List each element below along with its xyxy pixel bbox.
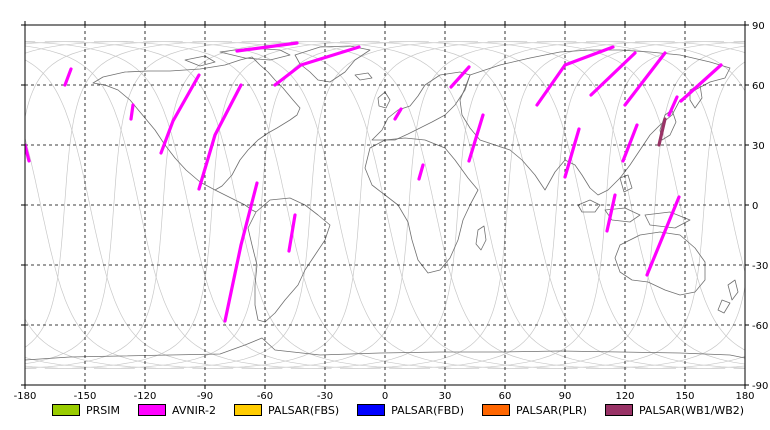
segment-avnir-2 xyxy=(645,195,681,277)
segment-avnir-2 xyxy=(449,65,471,89)
legend-swatch xyxy=(482,404,511,416)
y-tick-label: -90 xyxy=(752,381,768,392)
segment-avnir-2 xyxy=(417,163,425,181)
segment-avnir-2 xyxy=(393,107,403,121)
coast-central-america xyxy=(214,189,257,213)
orbit-track xyxy=(389,40,745,369)
segment-avnir-2 xyxy=(25,143,31,163)
segment-avnir-2 xyxy=(621,123,639,163)
y-tick-label: 60 xyxy=(752,81,765,92)
orbit-track xyxy=(143,40,529,370)
legend-label: PRSIM xyxy=(86,403,120,417)
x-tick-label: 120 xyxy=(615,391,634,402)
segment-palsar-wb1-wb2 xyxy=(657,117,667,147)
segment-avnir-2 xyxy=(273,45,361,87)
segment-avnir-2 xyxy=(535,45,615,107)
segment-avnir-2 xyxy=(605,193,617,233)
legend-swatch xyxy=(233,404,262,416)
axis-ticks: -180 -150 -120 -90 -60 -30 0 30 60 90 120 150 180 90 6… xyxy=(14,21,768,402)
x-tick-label: -60 xyxy=(257,391,273,402)
y-tick-label: -30 xyxy=(752,261,768,272)
segment-avnir-2 xyxy=(589,51,637,97)
legend-label: PALSAR(PLR) xyxy=(516,403,587,417)
coast-sea-islands xyxy=(577,174,691,229)
coast-madagascar xyxy=(475,225,487,251)
x-tick-label: -180 xyxy=(14,391,37,402)
segment-avnir-2 xyxy=(63,67,73,87)
coast-iceland xyxy=(354,72,373,81)
orbit-track xyxy=(25,40,282,365)
segment-avnir-2 xyxy=(623,51,667,107)
coast-antarctica xyxy=(25,337,745,361)
orbit-track xyxy=(25,318,185,370)
segment-avnir-2 xyxy=(129,103,135,121)
x-tick-label: -90 xyxy=(197,391,213,402)
legend-item: AVNIR-2 xyxy=(138,404,216,417)
orbit-track xyxy=(25,40,183,119)
orbit-track xyxy=(143,40,479,370)
x-tick-label: 90 xyxy=(559,391,572,402)
orbit-track xyxy=(25,40,233,348)
orbit-track xyxy=(25,136,234,370)
coast-north-america xyxy=(92,56,301,191)
coast-british-isles xyxy=(377,91,391,109)
legend-label: PALSAR(FBD) xyxy=(391,403,465,417)
coast-south-america xyxy=(247,197,331,323)
segment-avnir-2 xyxy=(467,113,485,163)
legend-item: PALSAR(FBS) xyxy=(233,403,340,417)
segment-avnir-2 xyxy=(287,213,297,253)
orbit-track xyxy=(339,40,726,370)
legend-label: PALSAR(FBS) xyxy=(267,403,340,417)
x-tick-label: 180 xyxy=(735,391,754,402)
segment-avnir-2 xyxy=(679,63,723,103)
segment-avnir-2 xyxy=(235,41,299,53)
y-tick-label: 0 xyxy=(752,201,758,212)
orbit-track xyxy=(192,40,528,370)
legend-swatch xyxy=(604,404,633,416)
legend-swatch xyxy=(52,404,80,416)
orbit-track xyxy=(585,284,745,370)
segment-avnir-2 xyxy=(159,73,201,155)
x-tick-label: -150 xyxy=(74,391,97,402)
orbit-track xyxy=(25,59,283,370)
legend-item: PRSIM xyxy=(52,404,120,417)
coast-greenland xyxy=(294,45,371,83)
segment-avnir-2 xyxy=(223,181,259,323)
x-tick-label: 30 xyxy=(439,391,452,402)
coast-new-zealand xyxy=(717,279,739,314)
orbit-track xyxy=(585,40,745,92)
legend-item: PALSAR(FBD) xyxy=(357,404,464,417)
segment-avnir-2 xyxy=(563,127,581,179)
coast-africa xyxy=(364,137,479,274)
x-tick-label: 60 xyxy=(499,391,512,402)
orbit-track xyxy=(389,40,725,370)
coast-australia xyxy=(614,231,706,296)
segment-avnir-2 xyxy=(667,95,679,117)
legend-swatch xyxy=(138,404,166,416)
segment-avnir-2 xyxy=(197,83,243,191)
legend-item: PALSAR(WB1/WB2) xyxy=(604,403,745,417)
legend-label: AVNIR-2 xyxy=(172,403,216,417)
x-tick-label: -120 xyxy=(134,391,157,402)
y-tick-label: -60 xyxy=(752,321,768,332)
grid xyxy=(25,25,745,385)
legend: PRSIM AVNIR-2 PALSAR(FBS) PALSAR(FBD) PALSAR… xyxy=(52,402,762,418)
y-tick-label: 30 xyxy=(752,141,765,152)
legend-label: PALSAR(WB1/WB2) xyxy=(638,403,745,417)
x-tick-label: 150 xyxy=(675,391,694,402)
x-tick-label: -30 xyxy=(317,391,333,402)
legend-swatch xyxy=(357,404,386,416)
y-tick-label: 90 xyxy=(752,21,765,32)
observation-segments xyxy=(25,41,723,323)
x-tick-label: 0 xyxy=(382,391,388,402)
legend-item: PALSAR(PLR) xyxy=(482,404,587,417)
orbit-track xyxy=(93,40,480,370)
